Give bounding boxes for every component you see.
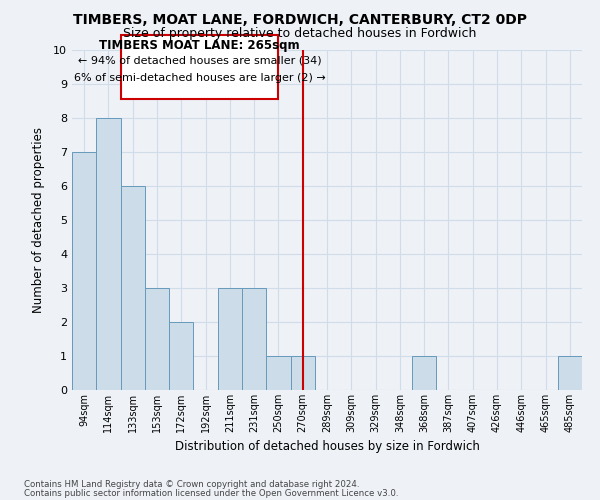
Text: TIMBERS, MOAT LANE, FORDWICH, CANTERBURY, CT2 0DP: TIMBERS, MOAT LANE, FORDWICH, CANTERBURY… <box>73 12 527 26</box>
Text: Contains HM Land Registry data © Crown copyright and database right 2024.: Contains HM Land Registry data © Crown c… <box>24 480 359 489</box>
Bar <box>558 356 582 390</box>
Text: ← 94% of detached houses are smaller (34): ← 94% of detached houses are smaller (34… <box>77 56 322 66</box>
FancyBboxPatch shape <box>121 34 278 100</box>
Bar <box>96 118 121 390</box>
Bar <box>145 288 169 390</box>
X-axis label: Distribution of detached houses by size in Fordwich: Distribution of detached houses by size … <box>175 440 479 454</box>
Bar <box>266 356 290 390</box>
Text: Contains public sector information licensed under the Open Government Licence v3: Contains public sector information licen… <box>24 490 398 498</box>
Bar <box>169 322 193 390</box>
Text: Size of property relative to detached houses in Fordwich: Size of property relative to detached ho… <box>124 28 476 40</box>
Bar <box>242 288 266 390</box>
Text: 6% of semi-detached houses are larger (2) →: 6% of semi-detached houses are larger (2… <box>74 73 325 83</box>
Bar <box>290 356 315 390</box>
Text: TIMBERS MOAT LANE: 265sqm: TIMBERS MOAT LANE: 265sqm <box>99 39 300 52</box>
Bar <box>218 288 242 390</box>
Bar <box>121 186 145 390</box>
Bar <box>72 152 96 390</box>
Y-axis label: Number of detached properties: Number of detached properties <box>32 127 45 313</box>
Bar <box>412 356 436 390</box>
